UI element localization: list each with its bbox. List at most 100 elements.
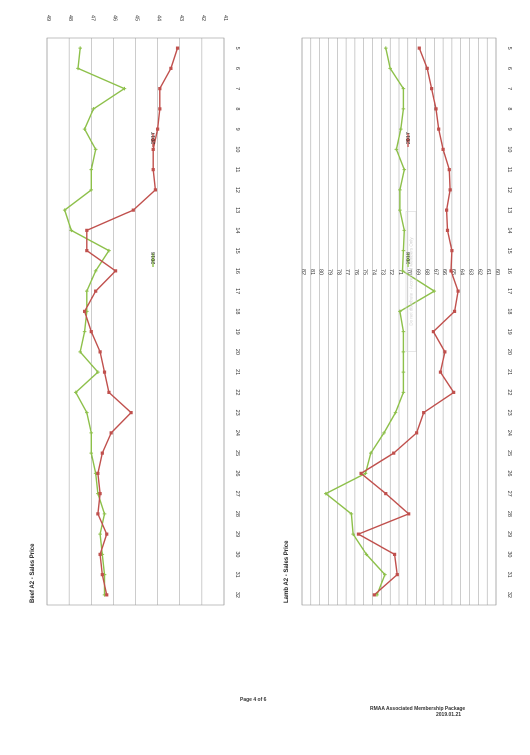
data-point-2017 [430, 87, 434, 91]
data-point-2018 [78, 46, 82, 50]
category-tick-label: 18 [506, 308, 512, 314]
value-tick-label: 48 [67, 15, 73, 21]
data-point-2017 [417, 46, 421, 50]
data-point-2017 [434, 107, 438, 111]
category-tick-label: 31 [234, 572, 240, 578]
category-tick-label: 25 [234, 450, 240, 456]
value-tick-label: 44 [156, 15, 162, 21]
chart-1: 41 42 43 44 45 46 47 48 49 5 6 7 8 9 10 11 12 13 14 15 16 17 1… [30, 15, 240, 606]
data-point-2018 [401, 370, 406, 374]
category-tick-label: 19 [506, 329, 512, 335]
data-point-2017 [98, 350, 102, 354]
legend-label: 2018 [151, 252, 157, 264]
data-point-2018 [349, 512, 354, 516]
data-point-2017 [437, 127, 441, 131]
data-point-2017 [98, 552, 102, 556]
data-point-2017 [151, 168, 155, 172]
data-point-2017 [83, 309, 87, 313]
category-tick-label: 11 [234, 167, 240, 173]
category-tick-label: 24 [234, 430, 240, 436]
category-tick-label: 27 [234, 491, 240, 497]
category-tick-label: 10 [506, 146, 512, 152]
value-tick-label: 43 [178, 15, 184, 21]
series-line-2018 [63, 48, 126, 595]
data-point-2017 [447, 168, 451, 172]
data-point-2018 [393, 410, 398, 415]
data-point-2017 [129, 411, 133, 415]
data-point-2018 [89, 451, 94, 455]
legend-label: 2018 [406, 252, 412, 264]
legend-label: 2017 [406, 132, 412, 144]
data-point-2018 [401, 329, 406, 334]
category-tick-label: 20 [506, 349, 512, 355]
footer-date: 2019.01.21 [436, 712, 462, 718]
value-tick-label: 76 [353, 269, 359, 275]
category-tick-label: 21 [234, 369, 240, 375]
data-point-2018 [401, 86, 406, 91]
value-tick-label: 62 [476, 269, 482, 275]
data-point-2018 [402, 228, 407, 233]
category-tick-label: 30 [506, 551, 512, 557]
category-tick-label: 17 [506, 288, 512, 294]
category-tick-label: 19 [234, 329, 240, 335]
value-tick-label: 63 [468, 269, 474, 275]
value-tick-label: 41 [222, 15, 228, 21]
category-tick-label: 16 [234, 268, 240, 274]
value-tick-label: 49 [45, 15, 51, 21]
category-tick-label: 21 [506, 369, 512, 375]
data-point-2017 [96, 471, 100, 475]
data-point-2017 [158, 87, 162, 91]
watermark-text: Do not distribute - Accredited Members O… [409, 237, 414, 326]
data-point-2017 [448, 188, 452, 192]
legend-item-2018: 2018 [151, 252, 157, 267]
data-point-2018 [394, 147, 399, 152]
data-point-2017 [438, 370, 443, 374]
category-tick-label: 13 [234, 207, 240, 213]
category-tick-label: 29 [234, 531, 240, 537]
data-point-2017 [407, 512, 411, 516]
data-point-2018 [62, 208, 67, 212]
value-tick-label: 66 [441, 269, 447, 275]
data-point-2018 [89, 188, 94, 192]
data-point-2018 [78, 350, 82, 354]
data-point-2018 [383, 572, 387, 577]
data-point-2017 [153, 188, 158, 192]
data-point-2018 [398, 309, 402, 314]
data-point-2018 [76, 66, 80, 71]
data-point-2018 [364, 552, 369, 557]
data-point-2018 [368, 451, 373, 455]
category-tick-label: 13 [506, 207, 512, 213]
chart-2: 6061626364656667686970717273747576777879… [284, 37, 512, 606]
data-point-2017 [372, 593, 376, 597]
legend-item-2017: 2017 [151, 132, 157, 147]
legend-label: 2017 [151, 132, 157, 144]
category-tick-label: 24 [506, 430, 512, 436]
category-tick-label: 15 [506, 248, 512, 254]
legend-marker [406, 258, 410, 262]
data-point-2018 [398, 127, 403, 131]
value-tick-label: 68 [423, 269, 429, 275]
data-point-2017 [175, 46, 180, 50]
data-point-2017 [85, 249, 89, 253]
data-point-2017 [85, 228, 89, 232]
category-tick-label: 28 [506, 511, 512, 517]
series-line-2018 [325, 47, 435, 596]
data-point-2018 [400, 269, 405, 273]
value-tick-label: 73 [379, 269, 385, 275]
data-point-2017 [384, 492, 388, 496]
data-point-2017 [456, 289, 460, 293]
data-point-2017 [443, 350, 447, 354]
data-point-2018 [351, 532, 355, 536]
value-tick-label: 60 [494, 269, 500, 275]
legend-marker [406, 138, 410, 142]
category-tick-label: 10 [234, 146, 240, 152]
category-tick-label: 5 [234, 47, 240, 50]
category-tick-label: 14 [506, 227, 512, 233]
data-point-2018 [398, 188, 402, 192]
data-point-2018 [93, 269, 98, 273]
value-tick-label: 42 [200, 15, 206, 21]
category-tick-label: 12 [234, 187, 240, 193]
category-tick-label: 29 [506, 531, 512, 537]
data-point-2018 [324, 491, 328, 496]
